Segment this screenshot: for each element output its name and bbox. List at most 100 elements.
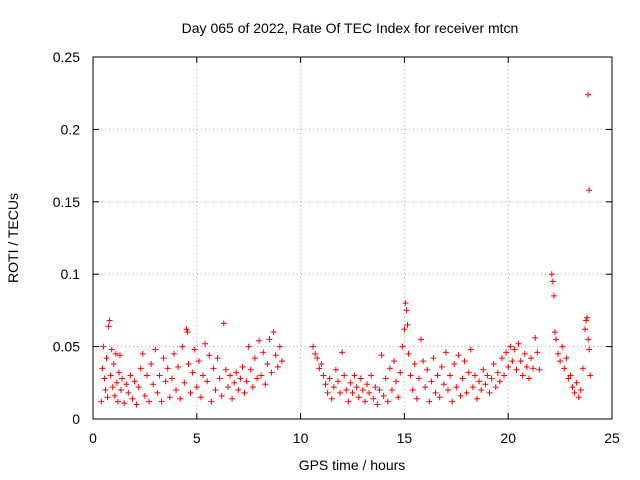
data-point bbox=[189, 369, 196, 376]
data-point bbox=[552, 336, 559, 343]
data-point bbox=[393, 378, 400, 385]
data-point bbox=[579, 365, 586, 372]
data-point bbox=[137, 365, 144, 372]
data-point bbox=[166, 394, 173, 401]
data-point bbox=[139, 350, 146, 357]
data-point bbox=[436, 394, 443, 401]
data-point bbox=[229, 395, 236, 402]
data-point bbox=[103, 355, 110, 362]
data-point bbox=[264, 360, 271, 367]
data-point bbox=[114, 398, 121, 405]
data-point bbox=[469, 384, 476, 391]
data-point bbox=[440, 381, 447, 388]
data-point bbox=[422, 384, 429, 391]
data-point bbox=[316, 365, 323, 372]
data-point bbox=[345, 398, 352, 405]
data-point bbox=[127, 372, 134, 379]
data-point bbox=[428, 378, 435, 385]
data-point bbox=[152, 346, 159, 353]
data-point bbox=[455, 352, 462, 359]
data-point bbox=[105, 323, 112, 330]
data-point bbox=[328, 395, 335, 402]
data-point bbox=[442, 349, 449, 356]
data-point bbox=[374, 401, 381, 408]
data-point bbox=[216, 375, 223, 382]
data-point bbox=[370, 395, 377, 402]
data-point bbox=[247, 366, 254, 373]
data-point bbox=[118, 387, 125, 394]
data-point bbox=[551, 329, 558, 336]
data-point bbox=[218, 392, 225, 399]
data-point bbox=[517, 358, 524, 365]
data-point bbox=[227, 372, 234, 379]
data-point bbox=[451, 360, 458, 367]
data-point bbox=[113, 379, 120, 386]
ticks: 0 5 10 15 20 25 0 0.05 0.1 0.15 0.2 0.25 bbox=[53, 49, 620, 446]
data-point bbox=[447, 372, 454, 379]
data-point bbox=[312, 350, 319, 357]
data-point bbox=[494, 369, 501, 376]
data-point bbox=[168, 375, 175, 382]
data-point bbox=[523, 363, 530, 370]
data-point bbox=[222, 366, 229, 373]
data-point bbox=[361, 398, 368, 405]
data-point bbox=[478, 387, 485, 394]
x-tick-label: 25 bbox=[604, 430, 620, 446]
data-point bbox=[353, 384, 360, 391]
data-point bbox=[465, 369, 472, 376]
data-point bbox=[405, 350, 412, 357]
data-point bbox=[587, 372, 594, 379]
data-point bbox=[583, 317, 590, 324]
data-point bbox=[197, 394, 204, 401]
data-point bbox=[318, 360, 325, 367]
data-point bbox=[530, 365, 537, 372]
data-point bbox=[334, 378, 341, 385]
data-point bbox=[272, 352, 279, 359]
data-point bbox=[384, 398, 391, 405]
data-point bbox=[528, 355, 535, 362]
data-point bbox=[148, 360, 155, 367]
data-point bbox=[586, 187, 593, 194]
data-point bbox=[239, 363, 246, 370]
data-point bbox=[476, 378, 483, 385]
data-point bbox=[254, 375, 261, 382]
data-point bbox=[347, 379, 354, 386]
y-tick-label: 0.1 bbox=[61, 266, 81, 282]
data-point bbox=[210, 365, 217, 372]
data-point bbox=[386, 365, 393, 372]
data-point bbox=[99, 365, 106, 372]
data-point bbox=[164, 365, 171, 372]
data-point bbox=[119, 375, 126, 382]
data-point bbox=[183, 326, 190, 333]
data-point bbox=[399, 343, 406, 350]
data-point bbox=[107, 372, 114, 379]
data-point bbox=[322, 381, 329, 388]
x-tick-label: 15 bbox=[397, 430, 413, 446]
data-point bbox=[177, 395, 184, 402]
data-point bbox=[108, 346, 115, 353]
data-point bbox=[274, 363, 281, 370]
data-point bbox=[355, 394, 362, 401]
data-point bbox=[249, 384, 256, 391]
data-point bbox=[505, 363, 512, 370]
data-point bbox=[129, 395, 136, 402]
data-point bbox=[200, 372, 207, 379]
data-point bbox=[409, 387, 416, 394]
data-point bbox=[220, 320, 227, 327]
data-point bbox=[372, 384, 379, 391]
data-point bbox=[463, 389, 470, 396]
data-point bbox=[112, 350, 119, 357]
data-point bbox=[584, 314, 591, 321]
data-point bbox=[366, 389, 373, 396]
data-point bbox=[567, 372, 574, 379]
data-point bbox=[170, 350, 177, 357]
data-point bbox=[407, 372, 414, 379]
data-point bbox=[585, 336, 592, 343]
data-point bbox=[135, 384, 142, 391]
data-point bbox=[104, 394, 111, 401]
data-point bbox=[337, 389, 344, 396]
data-point bbox=[404, 321, 411, 328]
x-tick-label: 0 bbox=[89, 430, 97, 446]
data-point bbox=[141, 392, 148, 399]
data-point bbox=[457, 392, 464, 399]
